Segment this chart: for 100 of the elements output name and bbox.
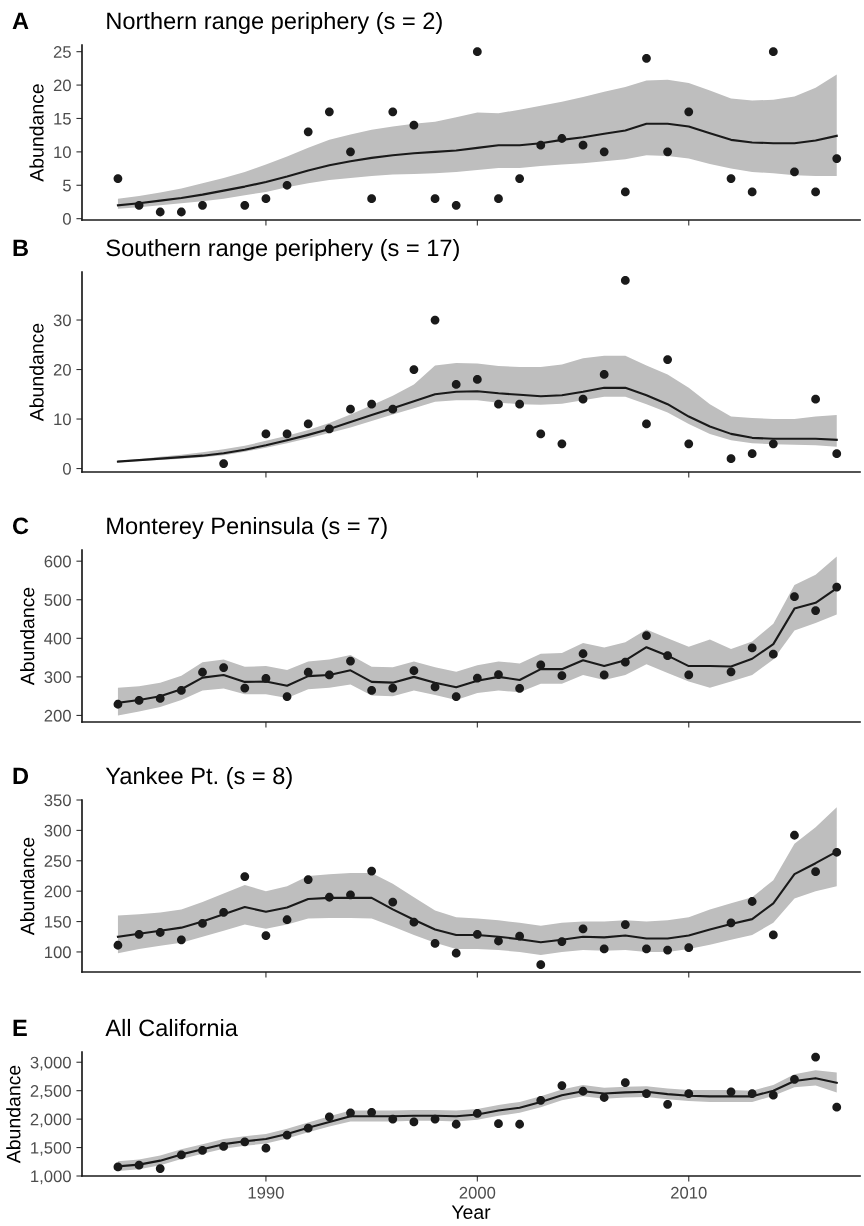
point [684, 670, 694, 680]
y-axis-title: Abundance [29, 84, 44, 182]
point [388, 404, 398, 414]
point [768, 930, 778, 940]
point [790, 592, 799, 602]
y-tick-label: 400 [44, 632, 71, 645]
point [642, 419, 651, 429]
point [747, 897, 757, 906]
point [282, 180, 292, 190]
point [134, 929, 144, 939]
y-axis-title: Abundance [6, 1065, 21, 1164]
point [430, 1114, 440, 1124]
point [198, 200, 207, 210]
point [515, 684, 525, 693]
point [388, 683, 398, 693]
y-tick-label: 250 [44, 855, 71, 867]
point [134, 1160, 144, 1170]
chart-title: Yankee Pt. (s = 8) [105, 766, 292, 789]
point [472, 47, 482, 57]
point [155, 1164, 165, 1173]
point [790, 1074, 799, 1084]
point [557, 671, 567, 681]
text: E [13, 1019, 27, 1036]
point [472, 929, 482, 939]
point [642, 631, 651, 641]
y-tick-label: 2,000 [30, 1113, 71, 1128]
point [726, 1087, 736, 1097]
y-tick-label: 200 [44, 709, 71, 722]
point [324, 107, 334, 117]
y-tick-label: 600 [44, 555, 71, 568]
point [324, 892, 334, 902]
point [620, 276, 630, 285]
point [155, 207, 165, 217]
point [536, 960, 546, 970]
chart-title: Southern range periphery (s = 17) [106, 238, 459, 261]
point [578, 394, 588, 404]
point [134, 696, 144, 705]
point [367, 399, 377, 409]
point [832, 449, 842, 459]
point [176, 935, 186, 945]
point [176, 685, 186, 695]
point [726, 918, 736, 928]
point [620, 920, 630, 929]
point [303, 667, 313, 677]
point [768, 1090, 778, 1100]
point [367, 866, 377, 876]
point [747, 187, 757, 197]
point [536, 140, 546, 150]
point [176, 207, 186, 217]
point [747, 1089, 757, 1098]
point [557, 1081, 567, 1090]
point [282, 429, 292, 439]
point [494, 1119, 503, 1129]
point [367, 685, 377, 695]
point [282, 1130, 292, 1140]
point [346, 147, 355, 157]
point [388, 107, 398, 117]
point [155, 694, 165, 703]
y-axis-title: Abundance [29, 323, 44, 422]
point [768, 649, 778, 659]
point [451, 200, 461, 210]
point [367, 1107, 377, 1117]
point [494, 194, 503, 204]
point [663, 1099, 673, 1109]
y-tick-label: 2,500 [30, 1085, 71, 1099]
point [472, 1109, 482, 1118]
point [599, 147, 609, 157]
chart-title: All California [105, 1018, 238, 1037]
point [494, 670, 503, 679]
point [409, 1117, 419, 1127]
point [409, 120, 419, 130]
point [367, 194, 377, 204]
point [282, 915, 292, 925]
point [832, 154, 842, 163]
point [620, 187, 630, 197]
point [557, 937, 567, 946]
point [684, 943, 694, 953]
point [219, 459, 229, 468]
text: D [13, 767, 29, 784]
text: B [13, 239, 28, 256]
point [494, 399, 503, 409]
point [472, 375, 482, 384]
point [430, 315, 440, 325]
point [726, 667, 736, 677]
point [536, 429, 546, 439]
y-tick-label: 15 [54, 113, 71, 125]
y-tick-label: 20 [53, 79, 71, 92]
point [557, 134, 567, 143]
point [684, 107, 694, 117]
point [346, 404, 355, 414]
chart-title: Monterey Peninsula (s = 7) [107, 516, 387, 539]
point [219, 1142, 229, 1151]
point [620, 657, 630, 667]
y-tick-label: 300 [44, 671, 71, 684]
point [642, 944, 651, 954]
point [768, 47, 778, 57]
point [303, 875, 313, 885]
point [811, 187, 820, 197]
point [663, 651, 673, 661]
point [176, 1150, 186, 1160]
